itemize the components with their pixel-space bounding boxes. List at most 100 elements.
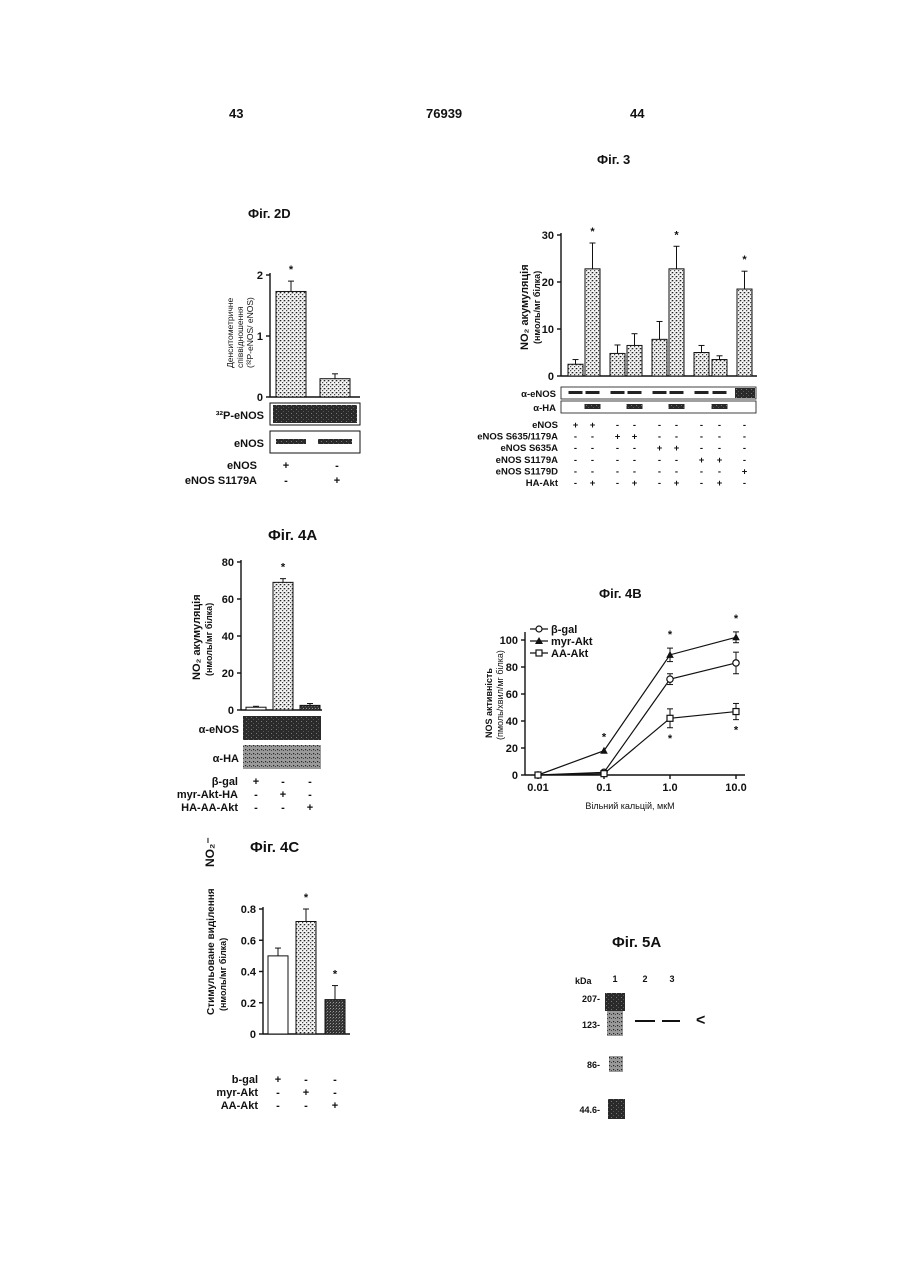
fig4a-ylabel: NO₂ акумуляція (нмоль/мг білка) [191, 594, 214, 680]
fig4b-title: Фіг. 4B [599, 586, 642, 601]
fig3-sign: - [658, 432, 661, 443]
fig3-bar [737, 289, 752, 376]
fig4c-sign: - [304, 1074, 308, 1086]
svg-text:Стимульоване виділення: Стимульоване виділення [206, 888, 217, 1015]
fig4b-tick-label: 40 [506, 716, 518, 728]
svg-text:NOS активність: NOS активність [484, 668, 494, 738]
fig3-sign: - [743, 455, 746, 466]
fig5a-lane-3: 3 [669, 974, 674, 984]
fig2d-title: Фіг. 2D [248, 206, 291, 221]
fig2d-tick-label: 0 [257, 392, 263, 404]
fig3-sign: + [590, 420, 596, 431]
fig4a-sign: + [307, 802, 313, 814]
fig4c-row-label: myr-Akt [216, 1087, 258, 1099]
fig3-sign: + [717, 478, 723, 489]
fig3-sign: - [675, 432, 678, 443]
fig3-tick-label: 0 [548, 371, 554, 383]
fig4c-sign: + [332, 1100, 338, 1112]
fig4b-point-square [667, 715, 673, 721]
svg-text:Денситометричне: Денситометричне [225, 298, 235, 368]
fig3-sign: - [616, 420, 619, 431]
fig3-significance-star: * [742, 254, 747, 266]
fig3-sign: + [590, 478, 596, 489]
fig2d-blot-label-0: ³²P-eNOS [216, 410, 264, 422]
fig4b-tick-label: 80 [506, 662, 518, 674]
fig4c-plot: 00.20.40.60.8** [241, 892, 350, 1041]
fig4b-xlabel: Вільний кальцій, мкМ [585, 801, 674, 811]
fig3-tick-label: 10 [542, 324, 554, 336]
fig4b-tick-label: 60 [506, 689, 518, 701]
fig4a-bar [300, 705, 320, 710]
fig3-sign: - [700, 432, 703, 443]
fig3-sign: - [574, 432, 577, 443]
fig3-blot-band-eNOS [569, 391, 583, 394]
fig4b-legend-square [536, 650, 542, 656]
fig4b-star: * [602, 732, 607, 744]
fig3-sign: - [591, 455, 594, 466]
fig4c-ylabel-no2: NO₂⁻ [203, 837, 217, 867]
fig2d-blot-label-1: eNOS [234, 438, 264, 450]
fig3-sign: + [674, 443, 680, 454]
fig4c-bar [268, 956, 288, 1034]
fig3-blot-band-S1179D [735, 388, 755, 398]
fig4b-x-tick-label: 0.1 [596, 782, 611, 794]
fig4a-bar [246, 707, 266, 710]
fig2d-sign: - [335, 460, 339, 472]
fig3-significance-star: * [590, 226, 595, 238]
fig4c-ylabel: Стимульоване виділення (нмоль/мг білка) … [203, 837, 228, 1015]
fig3-tick-label: 30 [542, 230, 554, 242]
fig3-sign: - [700, 443, 703, 454]
fig5a-kda-label: kDa [575, 976, 593, 986]
fig4b-star: * [668, 629, 673, 641]
fig4c-row-label: b-gal [232, 1074, 258, 1086]
fig4b-legend-circle [536, 626, 542, 632]
fig3-sign: - [591, 443, 594, 454]
fig3-sign: - [658, 466, 661, 477]
svg-text:NO₂ акумуляція: NO₂ акумуляція [519, 264, 531, 350]
fig4b-point-square [535, 772, 541, 778]
patent-number: 76939 [426, 106, 462, 121]
fig4b-point-square [601, 771, 607, 777]
fig3-bar [652, 339, 667, 376]
fig4c-sign: + [275, 1074, 281, 1086]
fig3-sign: - [574, 466, 577, 477]
fig3-sign: - [675, 420, 678, 431]
fig3-sign: + [699, 455, 705, 466]
fig4c-bar [325, 1000, 345, 1034]
fig2d-blot-band-2 [318, 439, 352, 444]
fig2d-row-label-1: eNOS S1179A [185, 475, 257, 487]
fig4c-tick-label: 0.2 [241, 998, 256, 1010]
fig4c-sign: - [276, 1087, 280, 1099]
fig4c-sign-table: b-gal+--myr-Akt-+-AA-Akt--+ [216, 1074, 338, 1112]
fig3-bar [627, 345, 642, 376]
fig4a-blot-label-1: α-HA [213, 753, 239, 765]
fig3-row-label: eNOS [532, 420, 558, 431]
fig3-bar [585, 269, 600, 376]
fig3-ylabel: NO₂ акумуляція (нмоль/мг білка) [519, 264, 542, 350]
fig4a-blot-eNOS [243, 716, 321, 740]
fig5a-marker-207: 207- [582, 994, 600, 1004]
fig3-blot-band-eNOS [695, 391, 709, 394]
figure-4c: Фіг. 4C Стимульоване виділення (нмоль/мг… [203, 837, 350, 1112]
fig4b-x-tick-label: 1.0 [662, 782, 677, 794]
fig4a-tick-label: 80 [222, 557, 234, 569]
fig4b-point-triangle [732, 633, 740, 640]
fig3-blot-band-HA [669, 404, 685, 409]
fig3-sign: - [616, 466, 619, 477]
fig3-row-label: eNOS S635/1179A [477, 432, 558, 443]
fig3-sign: - [675, 466, 678, 477]
fig5a-ladder-smear [607, 1011, 623, 1036]
fig3-blot-band-eNOS [611, 391, 625, 394]
fig4b-star: * [734, 613, 739, 625]
fig2d-blot-band-1 [276, 439, 306, 444]
fig3-sign: - [574, 443, 577, 454]
fig3-blot-label-0: α-eNOS [521, 389, 556, 400]
fig2d-sign: - [284, 475, 288, 487]
figure-4b: Фіг. 4B NOS активність (пмоль/хвил/мг бі… [484, 586, 747, 811]
fig3-sign-table: eNOS++-------eNOS S635/1179A--++-----eNO… [477, 420, 748, 489]
fig4b-legend-label: AA-Akt [551, 648, 589, 660]
fig4b-legend-label: β-gal [551, 624, 577, 636]
fig3-blot-band-HA [712, 404, 728, 409]
fig3-bar [568, 364, 583, 376]
fig3-blot-band-eNOS [713, 391, 727, 394]
